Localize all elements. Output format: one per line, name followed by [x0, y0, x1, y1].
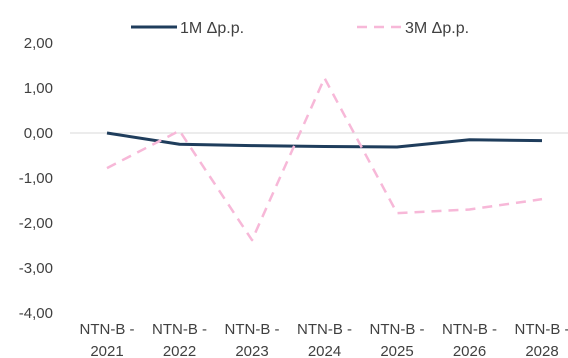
x-tick-label-line: NTN-B -: [225, 321, 280, 338]
series-line-1: [106, 131, 543, 149]
x-tick-label: NTN-B - 2024: [297, 321, 352, 358]
legend-label-1: 1M Δp.p.: [180, 20, 244, 37]
x-tick-label-line: NTN-B -: [370, 321, 425, 338]
x-tick-label-line: 2022: [163, 343, 196, 358]
x-tick-label: NTN-B - 2022: [152, 321, 207, 358]
x-tick-label-line: 2026: [453, 343, 486, 358]
x-tick-label-line: 2021: [90, 343, 123, 358]
x-tick-label-line: NTN-B -: [297, 321, 352, 338]
series-line-2: [106, 76, 543, 242]
y-tick-label: -1,00: [19, 170, 53, 187]
y-tick-label: 2,00: [24, 35, 53, 52]
x-tick-label-line: 2028: [525, 343, 558, 358]
x-tick-label: NTN-B - 2028: [515, 321, 568, 358]
x-tick-label-line: NTN-B -: [80, 321, 135, 338]
x-tick-label: NTN-B - 2023: [225, 321, 280, 358]
x-tick-label-line: NTN-B -: [515, 321, 568, 338]
x-tick-label-line: 2025: [380, 343, 413, 358]
y-tick-label: 1,00: [24, 80, 53, 97]
x-tick-label: NTN-B - 2025: [370, 321, 425, 358]
x-tick-label-line: 2023: [235, 343, 268, 358]
x-tick-label-line: NTN-B -: [152, 321, 207, 338]
y-tick-label: 0,00: [24, 125, 53, 142]
y-tick-label: -2,00: [19, 215, 53, 232]
y-tick-label: -4,00: [19, 305, 53, 322]
x-tick-label-line: 2024: [308, 343, 341, 358]
legend: 1M Δp.p. 3M Δp.p.: [131, 20, 469, 37]
y-tick-label: -3,00: [19, 260, 53, 277]
y-axis-tick-labels: 2,00 1,00 0,00 -1,00 -2,00 -3,00 -4,00: [19, 35, 53, 322]
x-tick-label: NTN-B - 2021: [80, 321, 135, 358]
series-lines: [106, 76, 543, 242]
x-tick-label-line: NTN-B -: [442, 321, 497, 338]
legend-label-2: 3M Δp.p.: [405, 20, 469, 37]
x-tick-label: NTN-B - 2026: [442, 321, 497, 358]
